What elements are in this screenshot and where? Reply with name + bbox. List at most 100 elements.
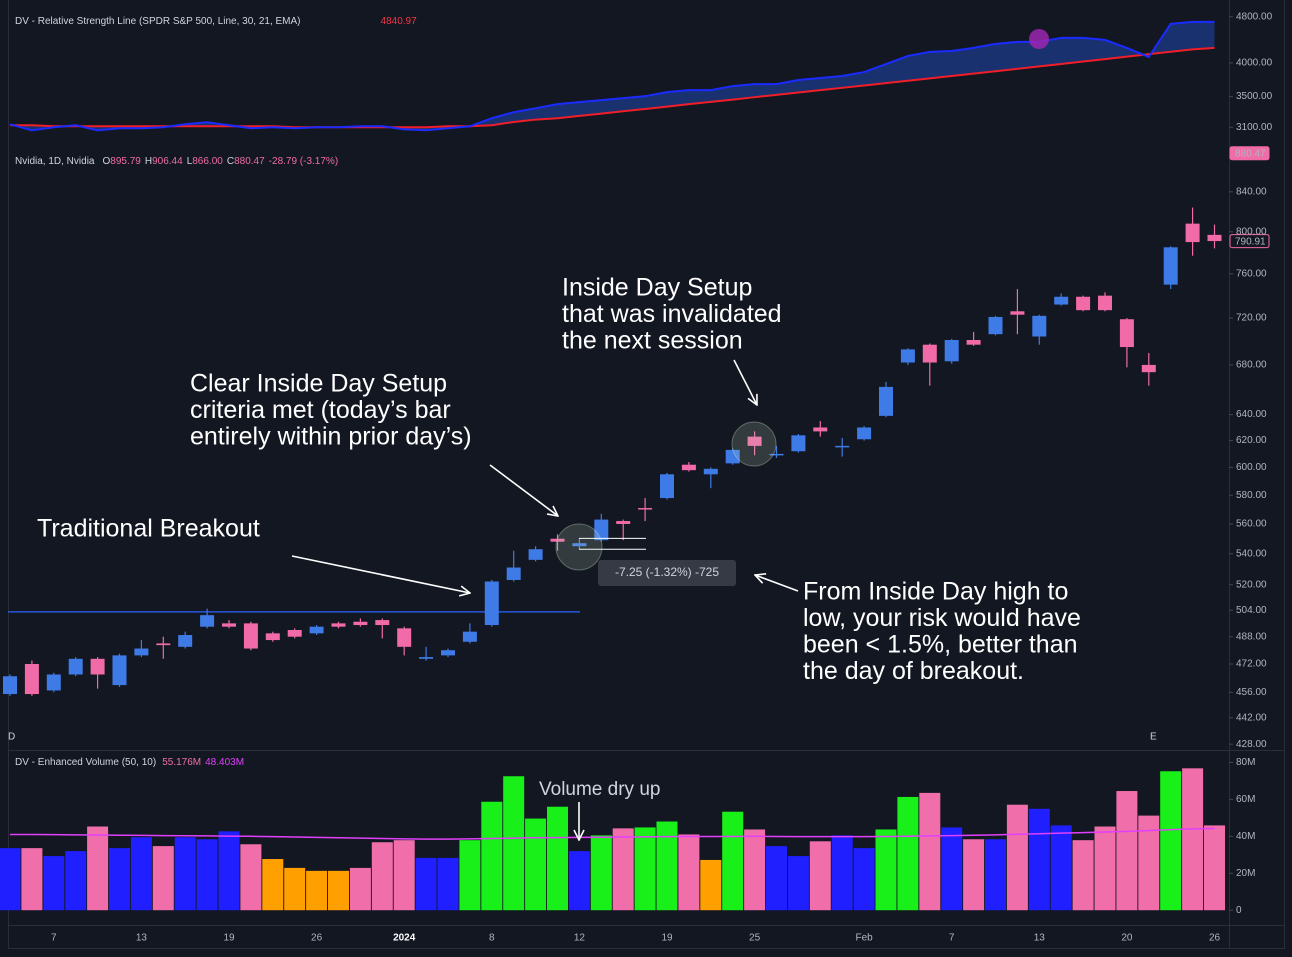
x-tick-label: 19	[223, 933, 235, 944]
x-tick-label: 26	[311, 933, 323, 944]
volume-bar	[1160, 771, 1182, 911]
candle-body	[747, 436, 762, 446]
annotation: From Inside Day high to	[803, 578, 1068, 606]
candle-body	[1141, 364, 1156, 373]
candle-body	[1010, 311, 1025, 315]
candle-body	[222, 623, 236, 627]
annotation: Inside Day Setup	[562, 274, 752, 302]
volume-bar	[196, 839, 218, 911]
candle-body	[835, 445, 850, 448]
candle-body	[156, 643, 171, 646]
volume-bar	[568, 851, 590, 911]
candle-body	[616, 521, 631, 524]
y-tick-label: 680.00	[1236, 360, 1267, 371]
candle-body	[200, 615, 215, 627]
volume-bar	[371, 842, 393, 911]
candle-body	[134, 648, 149, 656]
volume-bar	[1094, 826, 1116, 911]
annotation: the day of breakout.	[803, 657, 1024, 685]
legend-item: DV - Relative Strength Line (SPDR S&P 50…	[15, 16, 301, 27]
candle-body	[397, 628, 412, 647]
legend-item: Nvidia, 1D, Nvidia	[15, 156, 95, 167]
candle-body	[813, 427, 828, 432]
candle-body	[46, 674, 61, 691]
volume-bar	[656, 821, 678, 911]
y-tick-label: 520.00	[1236, 579, 1267, 590]
candle-body	[353, 621, 368, 626]
volume-bar	[306, 870, 328, 911]
volume-bar	[503, 776, 525, 911]
volume-bar	[328, 870, 349, 911]
candle-body	[550, 538, 565, 542]
legend-item: 55.176M	[162, 757, 201, 768]
candle-body	[660, 474, 674, 499]
candle-body	[900, 349, 915, 363]
arrow	[291, 555, 470, 593]
x-tick-label: 2024	[393, 933, 416, 944]
legend: DV - Enhanced Volume (50, 10) 55.176M 48.4…	[15, 757, 244, 768]
legend: Nvidia, 1D, Nvidia O895.79 H906.44 L866.00 C…	[15, 156, 338, 167]
candle-body	[331, 623, 346, 627]
candle-body	[484, 581, 499, 626]
rs-new-high-dot	[1029, 29, 1049, 49]
candle-body	[287, 630, 302, 637]
volume-bar	[130, 837, 152, 911]
y-tick-label: 0	[1236, 905, 1242, 916]
candle-body	[112, 655, 127, 686]
candle-body	[769, 453, 784, 456]
layers: 3100.00 3500.00 4000.00 4800.00 DV - Relativ…	[0, 11, 1273, 944]
volume-bar	[985, 839, 1006, 911]
y-tick-label: 540.00	[1236, 548, 1267, 559]
volume-bar	[1116, 791, 1138, 911]
x-tick-label: 8	[489, 933, 495, 944]
volume-bar	[547, 806, 568, 911]
candle-body	[24, 664, 39, 695]
rs-line	[9, 20, 1215, 132]
volume-bar	[1182, 768, 1204, 911]
volume-bar	[481, 801, 503, 911]
candle-body	[178, 635, 193, 647]
legend-item: 906.44	[152, 156, 183, 167]
annotation: Volume dry up	[539, 779, 660, 800]
x-tick-label: 13	[136, 933, 148, 944]
volume-bar	[0, 848, 21, 911]
annotation: Clear Inside Day Setup	[190, 370, 447, 398]
volume-bar	[1138, 815, 1160, 911]
candle-body	[879, 386, 893, 416]
candle-body	[857, 427, 872, 440]
candle-body	[1076, 296, 1091, 311]
volume-bar	[218, 831, 240, 911]
y-tick-label: 560.00	[1236, 519, 1267, 530]
volume-bar	[21, 848, 43, 911]
candle-body	[419, 657, 434, 659]
y-tick-label: 60M	[1236, 794, 1255, 805]
volume-bar	[152, 846, 174, 911]
y-tick-label: 4800.00	[1236, 11, 1273, 22]
volume-bar	[459, 840, 481, 911]
volume-bar	[678, 834, 700, 911]
candle-body	[1185, 223, 1200, 243]
y-tick-label: 80M	[1236, 757, 1255, 768]
candle-body	[441, 650, 455, 656]
price-badge	[1229, 146, 1270, 161]
rs-fill	[10, 21, 1215, 131]
y-tick-label: 442.00	[1236, 712, 1267, 723]
legend-item: DV - Enhanced Volume (50, 10)	[15, 757, 156, 768]
y-tick-label: 488.00	[1236, 631, 1267, 642]
candle-body	[725, 449, 740, 464]
volume-bar	[174, 837, 196, 911]
y-tick-label: 456.00	[1236, 687, 1267, 698]
volume-bar	[809, 841, 831, 911]
candle-body	[1032, 315, 1047, 337]
x-tick-label: 12	[574, 933, 586, 944]
price-badge-label: 880.47	[1235, 148, 1266, 159]
y-tick-label: 600.00	[1236, 462, 1267, 473]
candle-body	[1098, 295, 1112, 311]
volume-bar	[1072, 840, 1094, 911]
volume-bar	[43, 856, 65, 911]
y-tick-label: 428.00	[1236, 739, 1267, 750]
annotation: the next session	[562, 327, 743, 355]
annotation: low, your risk would have	[803, 604, 1081, 632]
legend-item: C	[227, 156, 234, 167]
